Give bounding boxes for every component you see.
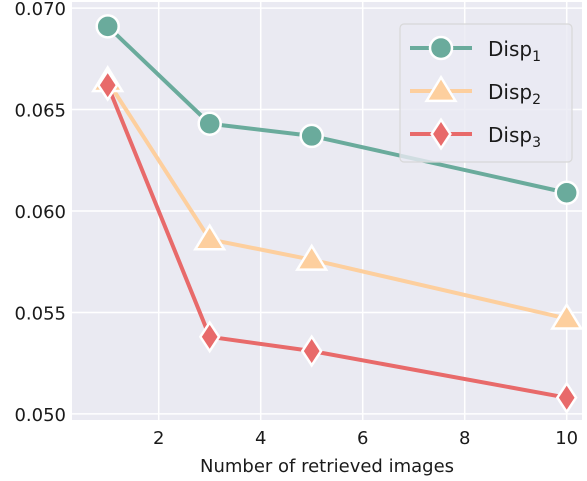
data-point xyxy=(197,111,222,136)
y-tick-label: 0.065 xyxy=(14,101,66,122)
legend-label: Disp1 xyxy=(488,37,541,65)
data-point xyxy=(554,180,579,205)
legend-marker xyxy=(428,35,454,61)
series-layer xyxy=(91,14,584,415)
x-tick-label: 8 xyxy=(459,428,470,449)
data-point xyxy=(198,320,221,354)
legend-marker xyxy=(424,74,458,103)
data-point xyxy=(555,381,578,415)
data-point xyxy=(295,243,329,271)
legend-entry: Disp2 xyxy=(410,74,541,108)
x-tick-label: 10 xyxy=(555,428,578,449)
x-tick-label: 6 xyxy=(357,428,368,449)
data-point xyxy=(300,334,323,368)
series-3 xyxy=(96,68,578,415)
y-tick-label: 0.055 xyxy=(14,303,66,324)
y-tick-label: 0.070 xyxy=(14,0,66,20)
tick-labels: 2 4 6 8 10 0.050 0.055 0.060 0.065 0.070 xyxy=(14,0,578,449)
y-tick-label: 0.060 xyxy=(14,202,66,223)
x-axis-label: Number of retrieved images xyxy=(200,456,454,477)
legend-label: Disp3 xyxy=(488,123,541,151)
series-line xyxy=(106,24,568,195)
data-point xyxy=(95,14,120,39)
legend: Disp1 Disp2 Disp3 xyxy=(399,23,573,163)
series-line xyxy=(105,84,568,400)
series-line xyxy=(106,80,568,321)
legend-entry: Disp3 xyxy=(410,117,541,151)
x-tick-label: 4 xyxy=(255,428,266,449)
legend-marker xyxy=(430,117,452,151)
data-point xyxy=(299,123,324,149)
legend-entry: Disp1 xyxy=(410,35,541,65)
data-point xyxy=(193,223,227,251)
x-tick-label: 2 xyxy=(153,428,164,449)
legend-label: Disp2 xyxy=(488,80,541,108)
data-point xyxy=(96,68,119,102)
y-tick-label: 0.050 xyxy=(14,405,66,426)
data-point xyxy=(550,302,584,330)
series-1 xyxy=(95,14,579,205)
